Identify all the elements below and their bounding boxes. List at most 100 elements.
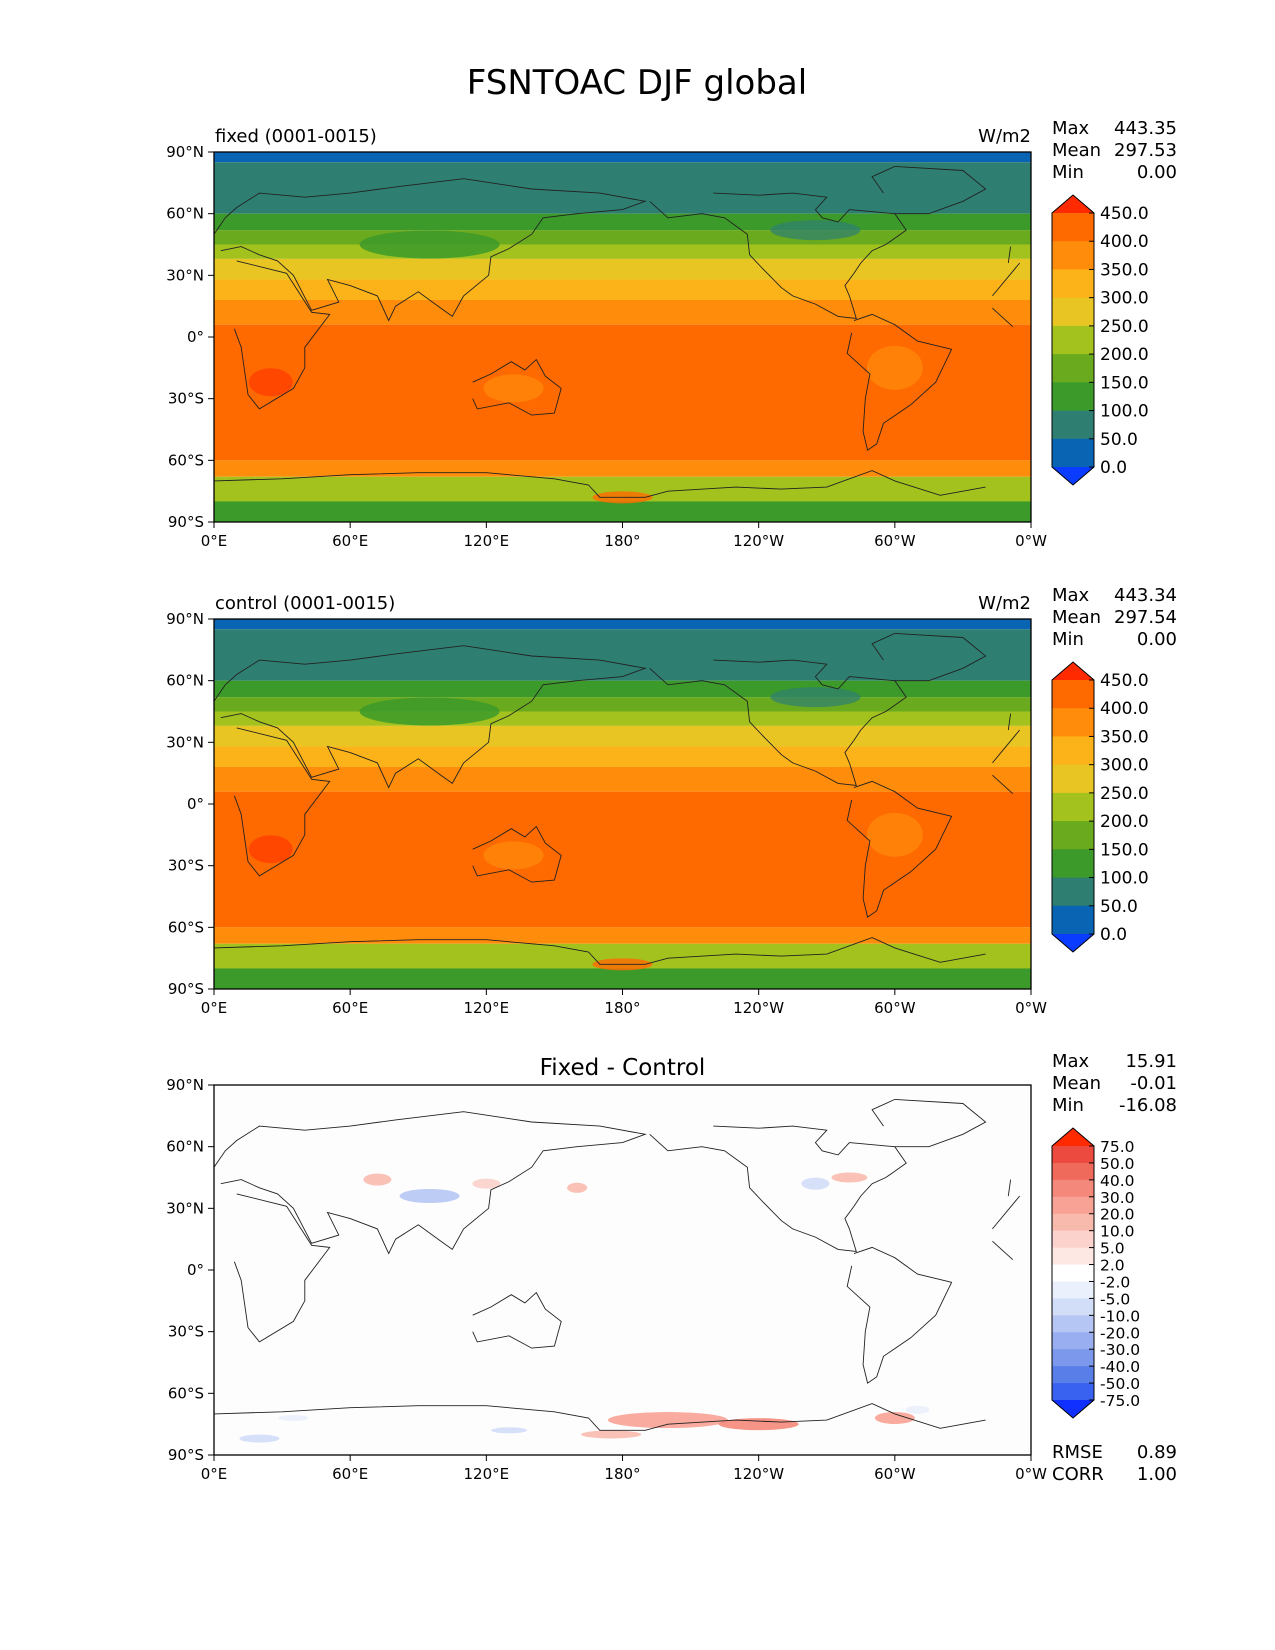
x-tick-label: 60°W <box>874 532 916 550</box>
field-patch <box>359 230 500 259</box>
panel-units: W/m2 <box>978 593 1031 614</box>
x-tick-label: 0°W <box>1015 532 1047 550</box>
colorbar-segment <box>1052 1366 1094 1384</box>
colorbar-extend-max <box>1052 662 1094 680</box>
y-tick-label: 60°S <box>168 1384 204 1402</box>
x-tick-label: 120°E <box>464 999 510 1017</box>
stat-value: 15.91 <box>1125 1051 1177 1072</box>
colorbar-segment <box>1052 1349 1094 1367</box>
colorbar-label: -2.0 <box>1100 1273 1130 1291</box>
y-tick-label: 60°S <box>168 918 204 936</box>
panel-units: W/m2 <box>978 126 1031 147</box>
colorbar: 450.0 400.0 350.0 300.0 250.0 200.0 150.0 100.0… <box>1051 661 1149 953</box>
y-tick-label: 30°N <box>166 1199 204 1217</box>
colorbar-label: 400.0 <box>1100 232 1149 252</box>
y-tick-label: 30°N <box>166 733 204 751</box>
field-band <box>214 725 1031 747</box>
x-tick-label: 180° <box>604 999 640 1017</box>
stat-value: 297.54 <box>1114 607 1177 628</box>
colorbar-label: 300.0 <box>1100 756 1149 776</box>
stat-value: 0.00 <box>1137 629 1177 650</box>
diff-patch <box>905 1405 930 1414</box>
colorbar-segment <box>1052 849 1094 879</box>
x-tick-label: 120°W <box>733 532 784 550</box>
field-band <box>214 680 1031 698</box>
map-field <box>214 152 1031 522</box>
colorbar-segment <box>1052 792 1094 822</box>
field-band <box>214 279 1031 300</box>
coastlines <box>214 165 1021 498</box>
stat-value: 297.53 <box>1114 140 1177 161</box>
colorbar-label: 200.0 <box>1100 345 1149 365</box>
coastline <box>233 1193 1021 1343</box>
field-band <box>214 162 1031 214</box>
coastline <box>472 825 562 883</box>
field-patch <box>770 687 861 708</box>
field-band <box>214 711 1031 726</box>
coastline <box>846 313 953 451</box>
colorbar-segment <box>1052 1247 1094 1266</box>
field-background <box>214 1085 1031 1455</box>
colorbar-segment <box>1052 438 1094 468</box>
colorbar-segment <box>1052 736 1094 766</box>
colorbar-label: -40.0 <box>1100 1358 1140 1376</box>
colorbar-segment <box>1052 1196 1094 1215</box>
colorbar-label: 400.0 <box>1100 699 1149 719</box>
colorbar-label: -20.0 <box>1100 1324 1140 1342</box>
field-band <box>214 927 1031 944</box>
diff-patch <box>718 1418 799 1431</box>
colorbar-label: 2.0 <box>1100 1257 1125 1275</box>
map-field <box>214 619 1031 989</box>
y-tick-label: 60°N <box>166 672 204 690</box>
diff-patch <box>239 1434 280 1443</box>
colorbar-label: 5.0 <box>1100 1240 1125 1258</box>
x-tick-label: 0°W <box>1015 1465 1047 1483</box>
x-tick-label: 120°E <box>464 1465 510 1483</box>
stat-label: Mean <box>1052 1073 1101 1094</box>
field-band <box>214 152 1031 163</box>
diff-patch <box>491 1427 528 1434</box>
diff-patch <box>399 1189 460 1203</box>
diff-patch <box>874 1412 915 1424</box>
y-tick-label: 90°S <box>168 980 204 998</box>
colorbar-label: 450.0 <box>1100 204 1149 224</box>
field-band <box>214 968 1031 989</box>
colorbar-label: 100.0 <box>1100 869 1149 889</box>
stat-value: -16.08 <box>1119 1095 1177 1116</box>
coastline <box>214 1111 1012 1255</box>
y-tick-label: 60°N <box>166 1138 204 1156</box>
y-tick-label: 30°S <box>168 1323 204 1341</box>
y-tick-label: 60°N <box>166 205 204 223</box>
colorbar-label: -5.0 <box>1100 1290 1130 1308</box>
colorbar-label: 20.0 <box>1100 1206 1135 1224</box>
panel-left-title: fixed (0001-0015) <box>215 126 377 147</box>
colorbar-segment <box>1052 1298 1094 1316</box>
field-band <box>214 501 1031 522</box>
colorbar-segment <box>1052 241 1094 270</box>
colorbar-segment <box>1052 821 1094 850</box>
coastlines <box>214 1098 1021 1431</box>
field-patch <box>359 697 500 726</box>
panel-fixed: 0°E 60°E 120°E 180° 120°W 60°W 0°W 90°N 60°N 30°N… <box>166 118 1177 550</box>
colorbar-label: 100.0 <box>1100 402 1149 422</box>
colorbar-extend-max <box>1052 195 1094 213</box>
colorbar-segment <box>1052 410 1094 440</box>
y-tick-label: 90°N <box>166 1076 204 1094</box>
colorbar-label: 250.0 <box>1100 784 1149 804</box>
stat-label: Max <box>1052 585 1090 606</box>
stat-label: Max <box>1052 118 1090 139</box>
x-tick-label: 60°E <box>332 532 368 550</box>
coastline <box>233 260 1021 410</box>
stat-label: Mean <box>1052 140 1101 161</box>
coastline <box>846 780 953 918</box>
field-band <box>214 619 1031 630</box>
coastline <box>472 358 562 416</box>
coastline <box>871 1098 987 1148</box>
colorbar-segment <box>1052 708 1094 737</box>
panel-center-title: Fixed - Control <box>540 1055 706 1081</box>
colorbar-label: -50.0 <box>1100 1375 1140 1393</box>
field-band <box>214 791 1031 928</box>
coastline <box>649 659 907 787</box>
colorbar-label: 0.0 <box>1100 458 1127 478</box>
colorbar-segment <box>1052 269 1094 299</box>
